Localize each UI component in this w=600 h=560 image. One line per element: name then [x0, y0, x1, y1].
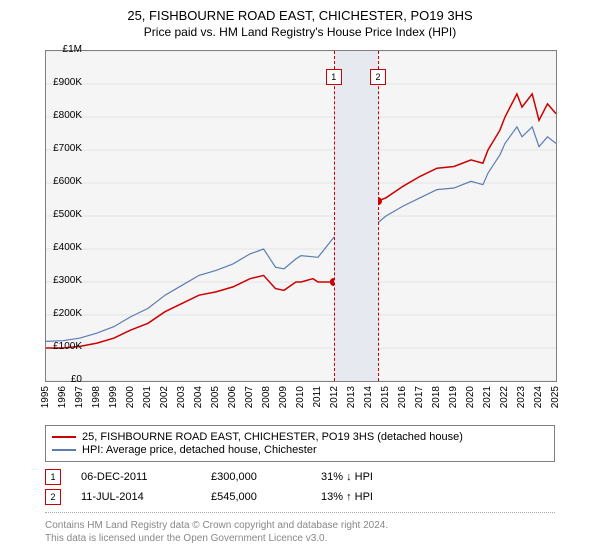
x-tick-label: 2002: [159, 386, 170, 408]
sale-price: £545,000: [211, 491, 321, 503]
x-tick-label: 2019: [448, 386, 459, 408]
title-main: 25, FISHBOURNE ROAD EAST, CHICHESTER, PO…: [0, 8, 600, 23]
sale-price: £300,000: [211, 471, 321, 483]
x-tick-label: 2021: [482, 386, 493, 408]
sale-date: 11-JUL-2014: [81, 491, 211, 503]
x-tick-label: 2013: [346, 386, 357, 408]
sale-row: 1 06-DEC-2011 £300,000 31% ↓ HPI: [45, 468, 421, 486]
y-tick-label: £400K: [44, 242, 82, 253]
title-sub: Price paid vs. HM Land Registry's House …: [0, 25, 600, 39]
sales-block: 1 06-DEC-2011 £300,000 31% ↓ HPI 2 11-JU…: [45, 466, 421, 508]
x-tick-label: 2003: [176, 386, 187, 408]
title-block: 25, FISHBOURNE ROAD EAST, CHICHESTER, PO…: [0, 0, 600, 39]
legend-label-0: 25, FISHBOURNE ROAD EAST, CHICHESTER, PO…: [82, 431, 463, 443]
legend-row: 25, FISHBOURNE ROAD EAST, CHICHESTER, PO…: [52, 431, 548, 443]
x-tick-label: 1999: [108, 386, 119, 408]
footer: Contains HM Land Registry data © Crown c…: [45, 512, 555, 545]
x-tick-label: 2012: [329, 386, 340, 408]
x-tick-label: 2009: [278, 386, 289, 408]
footer-line-1: Contains HM Land Registry data © Crown c…: [45, 519, 555, 532]
sale-vline: [378, 51, 379, 381]
x-tick-label: 2015: [380, 386, 391, 408]
legend-box: 25, FISHBOURNE ROAD EAST, CHICHESTER, PO…: [45, 425, 555, 462]
x-tick-label: 2024: [533, 386, 544, 408]
x-tick-label: 2022: [499, 386, 510, 408]
x-tick-label: 2018: [431, 386, 442, 408]
x-tick-label: 2008: [261, 386, 272, 408]
legend-label-1: HPI: Average price, detached house, Chic…: [82, 444, 317, 456]
y-tick-label: £200K: [44, 308, 82, 319]
sale-date: 06-DEC-2011: [81, 471, 211, 483]
x-tick-label: 2007: [244, 386, 255, 408]
sale-band: [334, 51, 378, 381]
sale-hpi: 13% ↑ HPI: [321, 491, 421, 503]
x-tick-label: 2004: [193, 386, 204, 408]
y-tick-label: £1M: [44, 44, 82, 55]
y-tick-label: £100K: [44, 341, 82, 352]
x-tick-label: 2006: [227, 386, 238, 408]
chart-svg: [46, 51, 556, 381]
x-tick-label: 2016: [397, 386, 408, 408]
footer-line-2: This data is licensed under the Open Gov…: [45, 532, 555, 545]
x-tick-label: 2000: [125, 386, 136, 408]
chart-area: 12: [45, 50, 557, 382]
sale-vline: [334, 51, 335, 381]
x-tick-label: 2014: [363, 386, 374, 408]
legend-swatch-1: [52, 449, 76, 451]
x-tick-label: 1996: [57, 386, 68, 408]
y-tick-label: £300K: [44, 275, 82, 286]
x-tick-label: 1995: [40, 386, 51, 408]
sale-chart-marker: 1: [326, 69, 342, 85]
x-tick-label: 2023: [516, 386, 527, 408]
y-tick-label: £0: [44, 374, 82, 385]
x-tick-label: 2001: [142, 386, 153, 408]
y-tick-label: £500K: [44, 209, 82, 220]
x-tick-label: 1997: [74, 386, 85, 408]
sale-marker-1: 1: [45, 469, 61, 485]
y-tick-label: £900K: [44, 77, 82, 88]
sale-chart-marker: 2: [370, 69, 386, 85]
x-tick-label: 1998: [91, 386, 102, 408]
x-tick-label: 2020: [465, 386, 476, 408]
x-tick-label: 2017: [414, 386, 425, 408]
x-tick-label: 2005: [210, 386, 221, 408]
legend-row: HPI: Average price, detached house, Chic…: [52, 444, 548, 456]
x-tick-label: 2010: [295, 386, 306, 408]
x-tick-label: 2025: [550, 386, 561, 408]
sale-hpi: 31% ↓ HPI: [321, 471, 421, 483]
y-tick-label: £600K: [44, 176, 82, 187]
y-tick-label: £800K: [44, 110, 82, 121]
sale-row: 2 11-JUL-2014 £545,000 13% ↑ HPI: [45, 488, 421, 506]
legend-swatch-0: [52, 436, 76, 438]
x-tick-label: 2011: [312, 386, 323, 408]
y-tick-label: £700K: [44, 143, 82, 154]
sale-marker-2: 2: [45, 489, 61, 505]
